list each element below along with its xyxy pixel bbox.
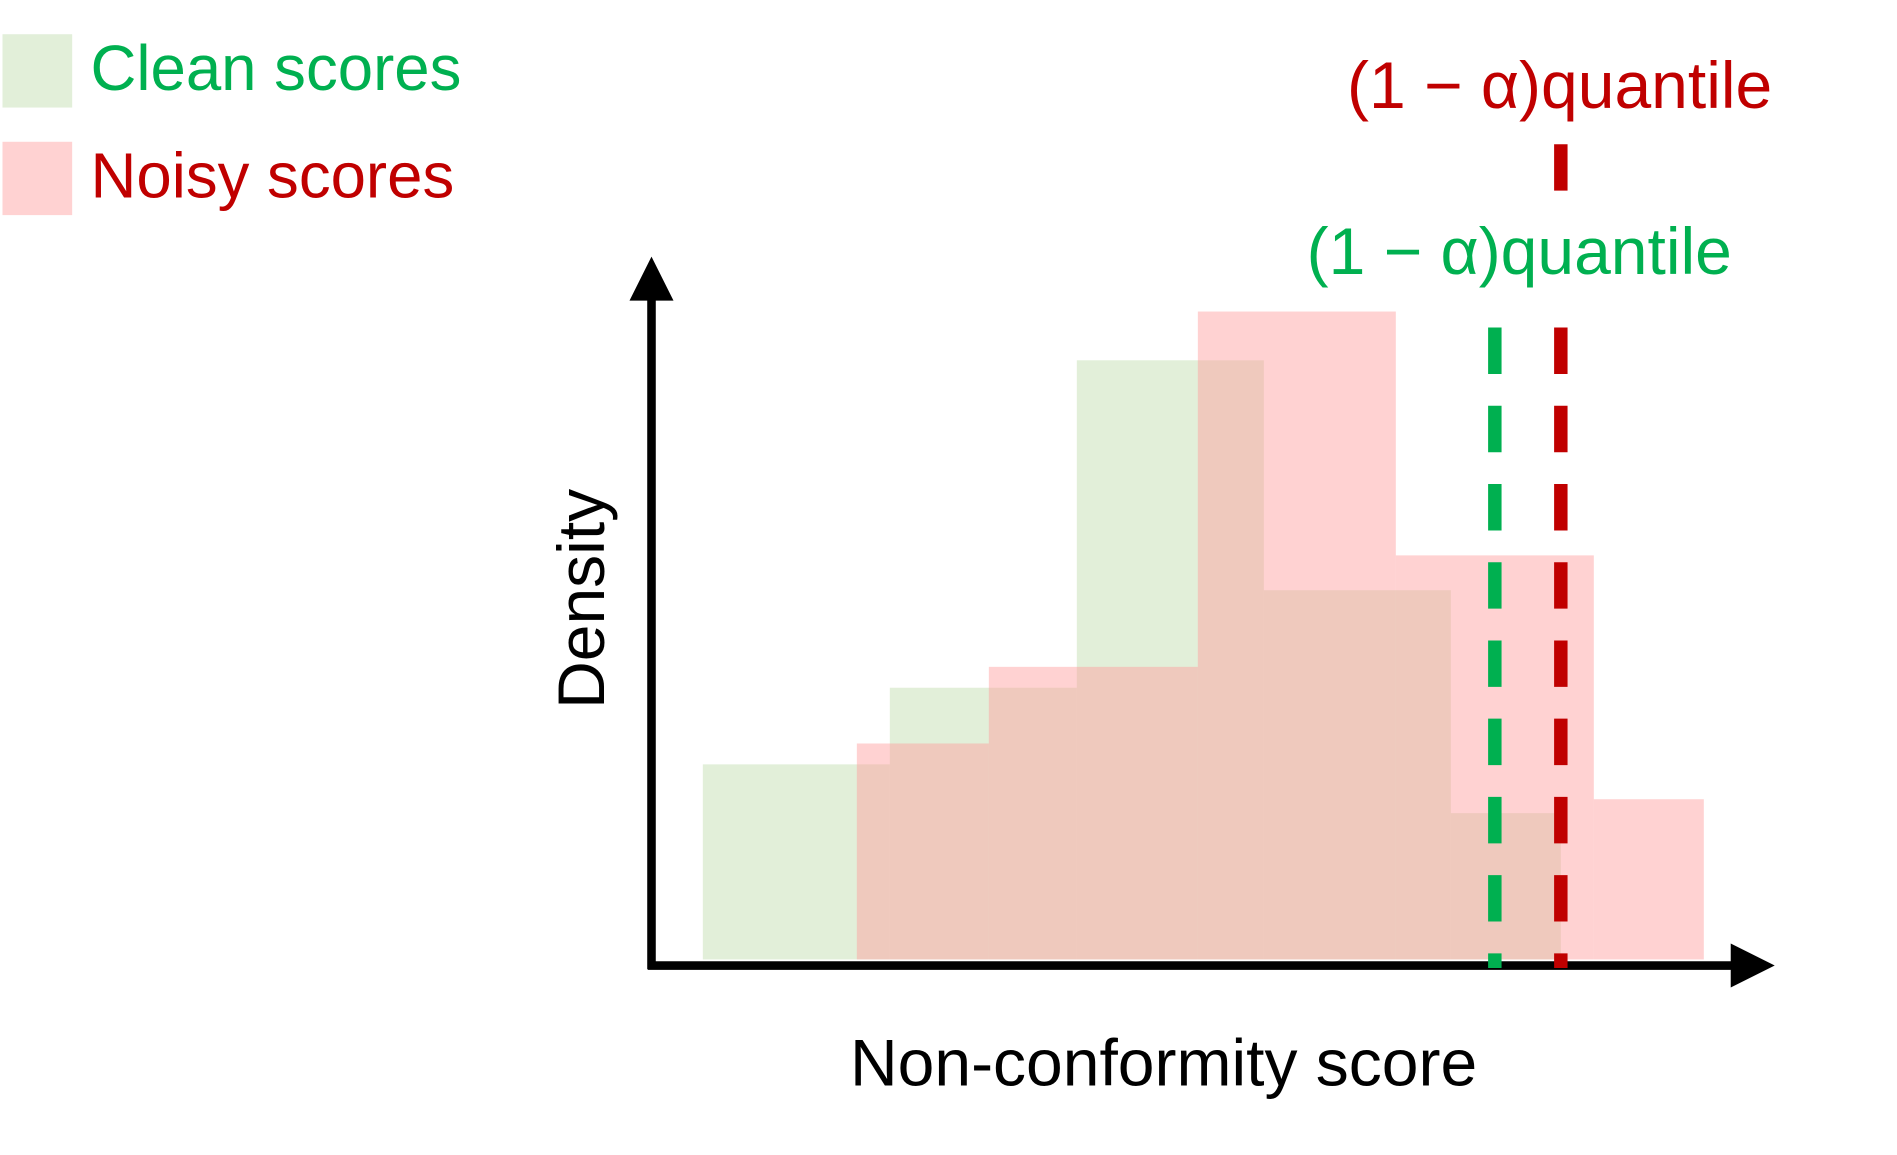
legend-label: Noisy scores xyxy=(91,141,455,212)
y-axis-arrow xyxy=(629,256,674,301)
bar xyxy=(889,687,1077,960)
bar xyxy=(856,743,989,960)
bar xyxy=(1593,799,1704,960)
bar xyxy=(1263,590,1451,960)
y-axis-label: Density xyxy=(544,489,618,709)
bar xyxy=(1076,360,1264,960)
legend-swatch xyxy=(2,141,73,216)
bar xyxy=(702,764,890,960)
bar xyxy=(1450,813,1561,960)
x-axis-label: Non-conformity score xyxy=(850,1026,1477,1100)
quantile-label: (1 − α)quantile xyxy=(1347,48,1772,122)
legend-swatch xyxy=(2,34,73,108)
bars xyxy=(702,311,1704,960)
x-axis-arrow xyxy=(1730,943,1775,988)
bar xyxy=(1197,311,1396,960)
bar xyxy=(988,666,1198,960)
quantile-label: (1 − α)quantile xyxy=(1307,214,1732,288)
legend-label: Clean scores xyxy=(91,33,462,104)
